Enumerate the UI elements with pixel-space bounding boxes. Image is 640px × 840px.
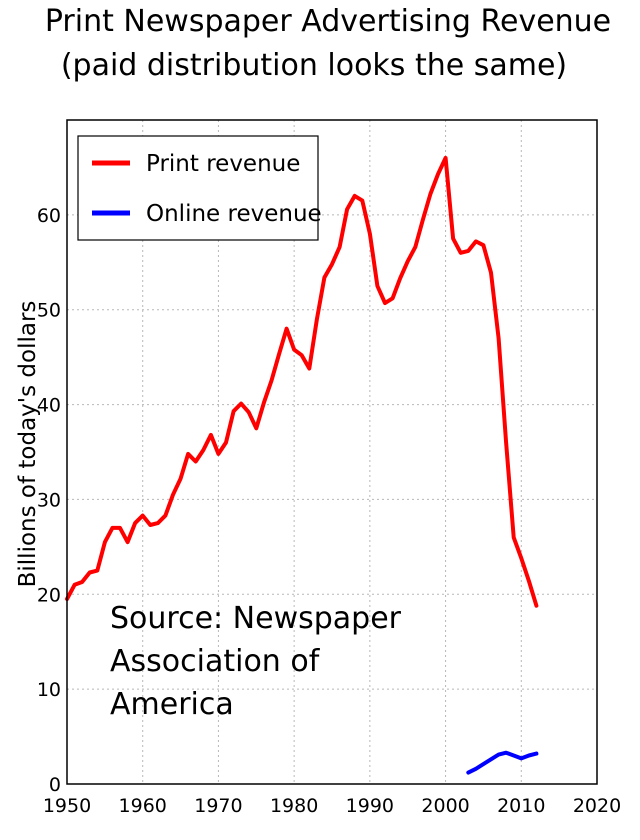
series-line-online-revenue [466,750,539,775]
legend-label: Print revenue [146,151,300,177]
chart-title: Print Newspaper Advertising Revenue [44,4,612,39]
x-tick-label: 1950 [43,795,91,817]
source-annotation-line: America [110,687,234,722]
legend: Print revenue Online revenue [77,135,322,241]
y-tick-label: 0 [49,774,61,796]
plot-frame [66,119,598,785]
y-tick-label: 40 [37,395,61,417]
y-axis-label: Billions of today's dollars [15,301,41,588]
chart-subtitle: (paid distribution looks the same) [60,48,568,83]
y-tick-label: 50 [37,300,61,322]
series-line-print-revenue [65,155,539,608]
x-tick-label: 2020 [573,795,621,817]
y-tick-label: 30 [37,489,61,511]
y-tick-label: 20 [37,584,61,606]
tick-labels: 1950 1960 1970 1980 1990 2000 2010 2020 0 10 20 30 4… [37,205,621,817]
x-tick-label: 1990 [346,795,394,817]
y-tick-label: 10 [37,679,61,701]
source-annotation: Source: Newspaper Association of America [110,601,402,722]
source-annotation-line: Association of [110,644,321,679]
x-tick-label: 1960 [119,795,167,817]
x-tick-label: 1980 [270,795,318,817]
x-tick-label: 2000 [421,795,469,817]
legend-box [77,135,319,241]
series-group [65,155,539,775]
y-tick-label: 60 [37,205,61,227]
legend-label: Online revenue [146,201,322,227]
x-tick-label: 1970 [194,795,242,817]
x-tick-label: 2010 [497,795,545,817]
source-annotation-line: Source: Newspaper [110,601,402,636]
